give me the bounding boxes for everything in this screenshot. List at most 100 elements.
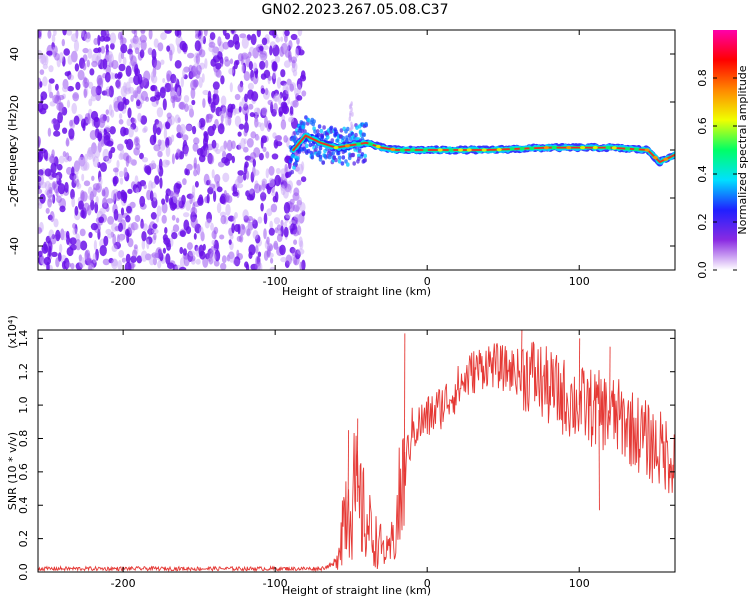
noise-blob: [195, 258, 201, 265]
noise-blob: [285, 212, 291, 219]
snr-series-line: [38, 341, 675, 572]
noise-blob: [236, 249, 240, 258]
noise-blob: [273, 93, 279, 103]
noise-blob: [53, 30, 57, 36]
noise-blob: [191, 185, 196, 196]
x-tick-label: -200: [111, 275, 136, 288]
y-tick-label: -40: [8, 237, 21, 255]
noise-blob: [165, 253, 171, 265]
noise-blob: [51, 34, 56, 44]
noise-blob: [88, 147, 95, 155]
noise-blob: [193, 169, 198, 177]
noise-blob: [199, 49, 206, 58]
noise-blob: [104, 88, 112, 97]
noise-blob: [68, 128, 75, 140]
noise-blob: [206, 193, 210, 204]
signal-highlight: [333, 146, 339, 150]
noise-blob: [51, 118, 58, 125]
signal-highlight: [390, 147, 396, 151]
noise-blob: [296, 83, 302, 95]
noise-blob: [260, 191, 266, 202]
noise-blob: [137, 73, 143, 85]
noise-blob: [88, 231, 93, 239]
noise-blob: [39, 107, 47, 115]
noise-blob: [202, 89, 210, 96]
signal-highlight: [566, 146, 572, 150]
noise-blob: [151, 228, 159, 235]
signal-spread-blob: [318, 157, 323, 162]
noise-blob: [237, 131, 242, 137]
noise-blob: [185, 200, 191, 211]
noise-blob: [91, 60, 98, 68]
noise-blob: [253, 147, 261, 158]
signal-spread-blob: [306, 118, 311, 123]
noise-blob: [134, 68, 140, 77]
noise-blob: [271, 153, 279, 160]
signal-spread-blob: [339, 128, 344, 133]
noise-blob: [174, 77, 179, 84]
noise-blob: [241, 64, 245, 73]
noise-blob: [82, 62, 87, 71]
noise-blob: [296, 37, 300, 45]
noise-blob: [247, 51, 252, 58]
noise-blob: [280, 184, 285, 191]
noise-blob: [161, 198, 166, 205]
noise-blob: [136, 85, 142, 95]
signal-spread-blob: [357, 156, 361, 161]
noise-blob: [292, 100, 299, 108]
noise-blob: [112, 167, 119, 173]
noise-blob: [190, 70, 196, 78]
noise-blob: [105, 109, 110, 115]
noise-blob: [157, 150, 163, 158]
noise-blob: [47, 30, 52, 39]
signal-spread-blob: [317, 150, 322, 155]
noise-blob: [248, 188, 254, 194]
noise-blob: [187, 104, 193, 112]
noise-blob: [185, 169, 190, 176]
noise-blob: [84, 250, 89, 262]
noise-blob: [120, 207, 125, 216]
noise-blob: [247, 82, 254, 90]
noise-blob: [213, 88, 219, 95]
noise-blob: [252, 62, 258, 72]
noise-blob: [100, 45, 106, 54]
noise-blob: [250, 131, 257, 139]
noise-blob: [209, 252, 217, 263]
noise-blob: [109, 32, 117, 45]
noise-blob: [69, 237, 77, 245]
y-multiplier-label: (x10⁴): [6, 315, 19, 349]
noise-blob: [171, 203, 178, 210]
noise-blob: [38, 30, 42, 40]
noise-blob: [116, 73, 122, 80]
noise-blob: [281, 114, 286, 122]
signal-spread-blob: [337, 155, 342, 160]
noise-blob: [274, 55, 281, 63]
noise-blob: [229, 234, 234, 240]
noise-blob: [46, 189, 53, 199]
noise-blob: [171, 153, 175, 165]
noise-blob: [168, 190, 175, 197]
noise-blob: [66, 246, 74, 257]
noise-blob: [268, 165, 275, 176]
noise-blob: [51, 251, 58, 257]
noise-blob: [180, 76, 184, 88]
noise-blob: [186, 163, 193, 171]
noise-blob: [163, 127, 168, 140]
noise-blob: [238, 123, 245, 130]
noise-blob: [148, 224, 152, 236]
noise-blob: [174, 30, 180, 37]
noise-blob: [283, 226, 289, 238]
noise-blob: [140, 250, 148, 262]
noise-blob: [143, 184, 147, 190]
noise-blob: [97, 47, 102, 53]
noise-blob: [248, 61, 253, 71]
signal-spread-blob: [329, 129, 334, 134]
noise-blob: [150, 212, 157, 220]
noise-blob: [140, 39, 147, 51]
noise-blob: [43, 149, 48, 160]
noise-blob: [182, 68, 186, 78]
noise-blob: [91, 53, 99, 64]
noise-blob: [78, 200, 84, 210]
x-tick-label: -100: [263, 275, 288, 288]
